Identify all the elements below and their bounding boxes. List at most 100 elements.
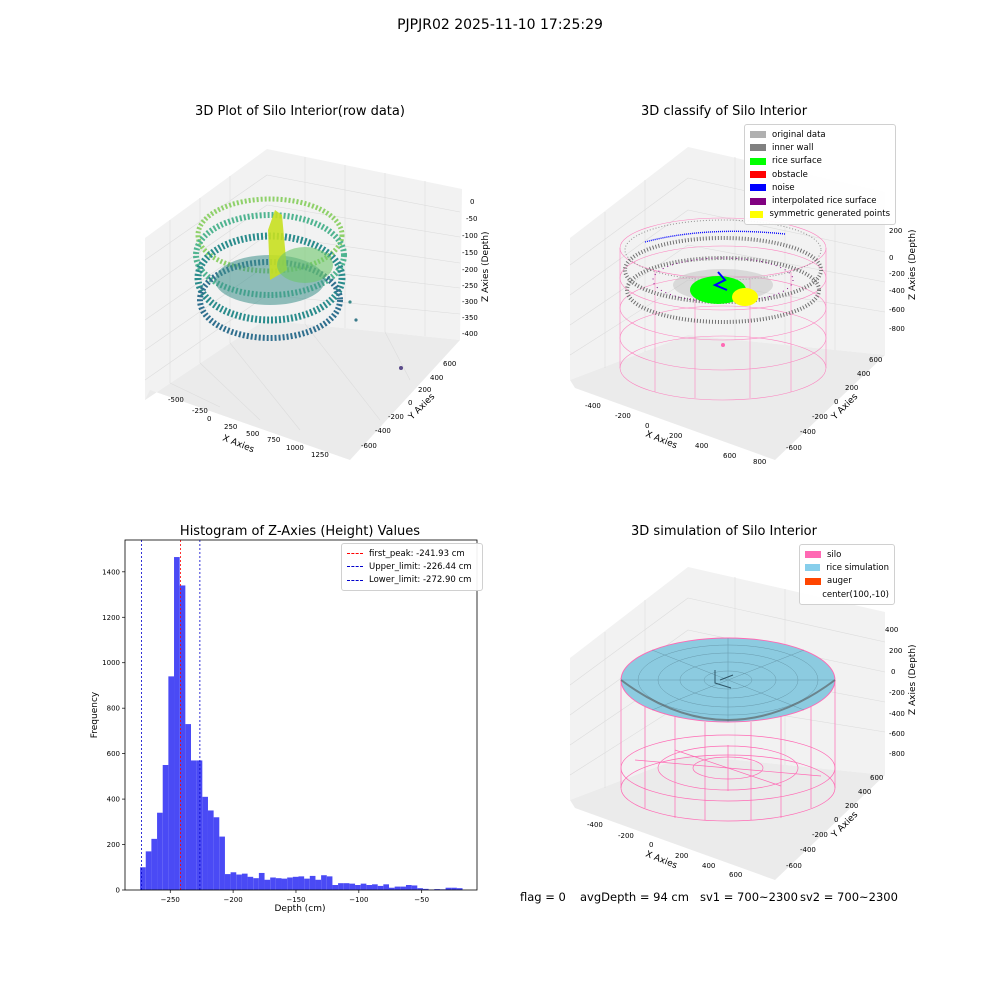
panel4-title: 3D simulation of Silo Interior: [631, 524, 817, 539]
svg-text:-600: -600: [361, 442, 377, 450]
figure-suptitle: PJPJR02 2025-11-10 17:25:29: [397, 17, 603, 33]
svg-text:-200: -200: [812, 413, 828, 421]
svg-text:-500: -500: [168, 396, 184, 404]
histogram-bar: [230, 872, 237, 890]
svg-text:600: 600: [443, 360, 456, 368]
panel2-y-ticks: 600 400 200 0 -200 -400 -600: [786, 356, 882, 452]
histogram-bar: [236, 874, 242, 890]
svg-text:600: 600: [870, 774, 883, 782]
histogram-bar: [338, 883, 344, 890]
svg-text:1250: 1250: [311, 451, 329, 459]
status-avg-depth: avgDepth = 94 cm: [580, 890, 689, 904]
histogram-bar: [422, 888, 429, 890]
histogram-bar: [451, 887, 457, 890]
panel4-zlabel: Z Axies (Depth): [908, 644, 918, 715]
histogram-bar: [207, 810, 214, 890]
histogram-bar: [185, 724, 191, 890]
legend-line: [347, 553, 363, 555]
histogram-bar: [445, 887, 452, 890]
histogram-bar: [304, 878, 310, 890]
svg-text:-200: -200: [889, 270, 905, 278]
legend-swatch: [750, 197, 766, 205]
svg-text:-400: -400: [587, 821, 603, 829]
legend-swatch: [750, 184, 766, 192]
legend-swatch: [805, 591, 816, 598]
svg-text:-150: -150: [462, 249, 478, 257]
svg-text:-400: -400: [375, 427, 391, 435]
svg-text:-200: -200: [388, 413, 404, 421]
histogram-bar: [174, 557, 180, 890]
svg-text:-200: -200: [618, 832, 634, 840]
panel1-3d-scatter: -500 -250 0 250 500 750 1000 1250 X Axie…: [144, 149, 491, 460]
panel2-z-ticks: 200 0 -200 -400 -600 -800: [889, 227, 905, 333]
panel4-legend: silo rice simulation auger center(100,-1…: [799, 544, 895, 606]
histogram-bar: [287, 877, 293, 890]
histogram-bar: [275, 878, 282, 890]
y-tick-label: 1400: [102, 568, 120, 576]
panel2-legend: original data inner wall rice surface ob…: [744, 124, 896, 226]
histogram-bar: [292, 876, 299, 890]
svg-text:400: 400: [702, 862, 715, 870]
histogram-bar: [270, 877, 276, 890]
status-flag: flag = 0: [520, 890, 566, 904]
svg-text:400: 400: [858, 788, 871, 796]
x-tick-label: −250: [161, 896, 180, 904]
panel1-zlabel: Z Axies (Depth): [481, 231, 491, 302]
svg-text:0: 0: [891, 668, 895, 676]
histogram-bar: [162, 765, 169, 890]
svg-text:250: 250: [224, 423, 237, 431]
svg-text:400: 400: [885, 626, 898, 634]
svg-text:0: 0: [889, 254, 893, 262]
svg-text:-200: -200: [812, 831, 828, 839]
svg-text:-200: -200: [615, 412, 631, 420]
histogram-ylabel: Frequency: [90, 691, 100, 738]
histogram-bar: [360, 883, 367, 890]
svg-text:-400: -400: [889, 710, 905, 718]
x-tick-label: −100: [349, 896, 368, 904]
svg-text:-300: -300: [462, 298, 478, 306]
svg-text:-350: -350: [462, 314, 478, 322]
svg-text:400: 400: [695, 442, 708, 450]
panel1-z-ticks: 0 -50 -100 -150 -200 -250 -300 -350 -400: [462, 198, 478, 338]
histogram-bar: [343, 883, 350, 890]
histogram-legend: first_peak: -241.93 cm Upper_limit: -226…: [341, 543, 483, 591]
svg-text:0: 0: [834, 816, 838, 824]
histogram-bar: [264, 879, 271, 890]
raw-points: [193, 196, 403, 370]
legend-entry: Lower_limit: -272.90 cm: [347, 574, 477, 587]
legend-swatch: [750, 210, 764, 218]
y-tick-label: 1200: [102, 614, 120, 622]
svg-text:600: 600: [729, 871, 742, 879]
svg-text:800: 800: [753, 458, 766, 465]
svg-text:-400: -400: [889, 287, 905, 295]
histogram-bar: [417, 888, 423, 890]
histogram-bar: [298, 876, 305, 890]
histogram-xlabel: Depth (cm): [274, 904, 325, 914]
histogram-bar: [326, 876, 333, 890]
svg-text:600: 600: [723, 452, 736, 460]
svg-text:0: 0: [645, 422, 649, 430]
histogram-bar: [355, 885, 361, 890]
svg-text:-800: -800: [889, 750, 905, 758]
histogram-bar: [219, 836, 225, 890]
svg-text:-200: -200: [462, 266, 478, 274]
panel2-title: 3D classify of Silo Interior: [640, 104, 808, 119]
y-tick-label: 200: [107, 841, 120, 849]
panel4-xlabel: X Axies: [644, 850, 679, 872]
svg-text:-250: -250: [462, 282, 478, 290]
svg-text:750: 750: [267, 436, 280, 444]
rice-simulation-surface: [620, 637, 836, 723]
legend-entry: inner wall: [750, 141, 890, 154]
svg-text:0: 0: [834, 398, 838, 406]
legend-swatch: [805, 577, 821, 585]
legend-entry: rice simulation: [805, 561, 889, 574]
histogram-bar: [434, 889, 440, 890]
histogram-bar: [349, 883, 356, 890]
legend-entry: original data: [750, 128, 890, 141]
svg-text:-600: -600: [786, 444, 802, 452]
histogram-bar: [247, 876, 254, 890]
legend-entry: auger: [805, 575, 889, 588]
y-tick-label: 0: [116, 887, 120, 895]
panel4-x-ticks: -400 -200 0 200 400 600: [587, 821, 742, 879]
histogram-bar: [140, 867, 146, 890]
